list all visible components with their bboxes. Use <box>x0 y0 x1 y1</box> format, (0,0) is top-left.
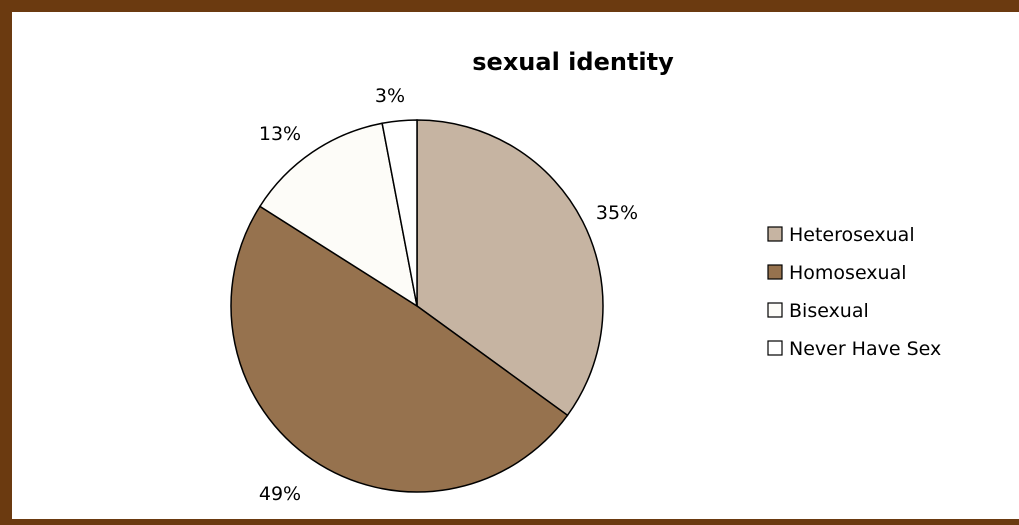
legend-swatch-bisexual <box>767 302 783 318</box>
pie-slice-homosexual <box>230 205 569 493</box>
legend: Heterosexual Homosexual Bisexual Never Have… <box>767 224 941 360</box>
value-label-bisexual: 13% <box>259 123 301 145</box>
pie-slices <box>230 119 604 493</box>
legend-swatch-homosexual <box>767 264 783 280</box>
frame-top <box>0 0 1019 12</box>
value-label-never-have-sex: 3% <box>375 85 405 107</box>
legend-label-heterosexual: Heterosexual <box>789 224 915 246</box>
legend-label-bisexual: Bisexual <box>789 300 869 322</box>
legend-swatch-heterosexual <box>767 226 783 242</box>
legend-label-never-have-sex: Never Have Sex <box>789 338 941 360</box>
value-label-heterosexual: 35% <box>596 202 638 224</box>
pie-slice-never-have-sex <box>381 119 418 307</box>
pie-slice-bisexual <box>258 122 419 308</box>
chart-title: sexual identity <box>472 48 674 76</box>
legend-label-homosexual: Homosexual <box>789 262 907 284</box>
frame-left <box>0 0 12 525</box>
pie-value-labels: 35% 49% 13% 3% <box>259 85 638 505</box>
pie-slice-heterosexual <box>416 119 604 417</box>
value-label-homosexual: 49% <box>259 483 301 505</box>
frame-bottom <box>0 519 1019 525</box>
legend-swatch-never-have-sex <box>767 340 783 356</box>
